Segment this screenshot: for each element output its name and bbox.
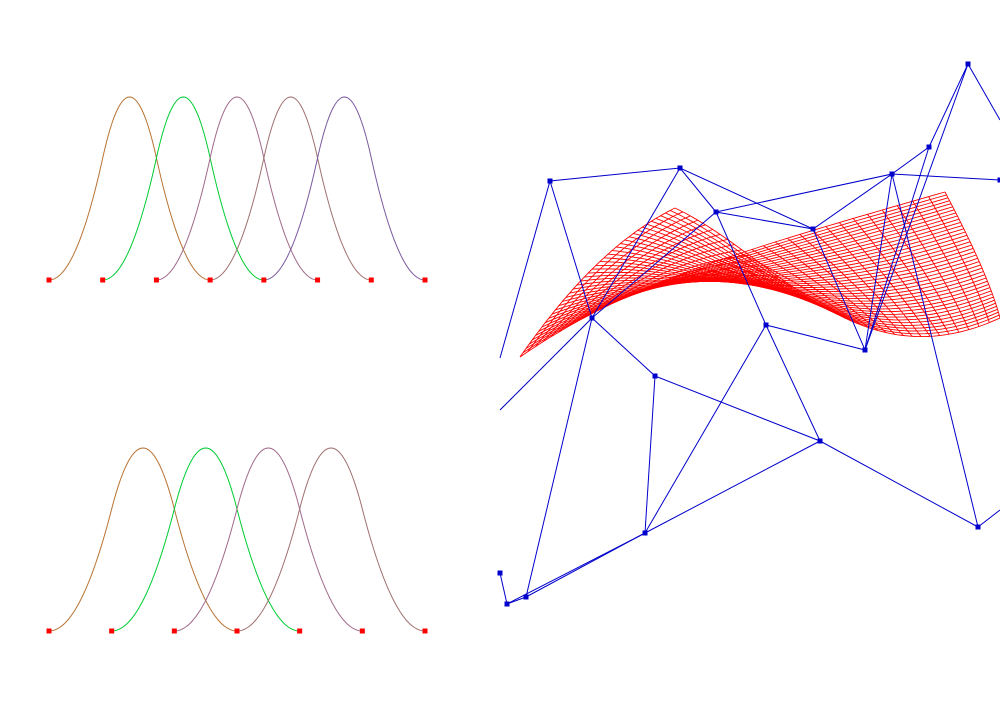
control-point [677, 165, 683, 171]
control-point [926, 144, 932, 150]
knot-marker [207, 277, 213, 283]
basis-curve-1 [48, 96, 211, 281]
control-net-edge [525, 173, 1000, 598]
control-net-edge [654, 375, 1000, 528]
mesh-isoline-v [928, 196, 990, 323]
control-net-edge [864, 146, 930, 351]
basis-curve-1 [48, 447, 238, 632]
knot-marker [368, 277, 374, 283]
control-point [547, 178, 553, 184]
mesh-isoline-v [669, 278, 808, 298]
mesh-isoline-v [632, 275, 779, 295]
control-point [497, 570, 503, 576]
mesh-isoline-v [799, 234, 904, 336]
control-point [642, 530, 648, 536]
spline-surface-view [497, 61, 1000, 607]
mesh-isoline-v [838, 222, 931, 337]
control-point [713, 209, 719, 215]
control-point [997, 177, 1000, 183]
mesh-isoline-v [698, 267, 831, 311]
mesh-isoline-v [763, 245, 879, 331]
mesh-isoline-v [527, 211, 683, 352]
basis-curve-2 [111, 447, 300, 632]
mesh-isoline-v [867, 214, 950, 335]
control-point [862, 347, 868, 353]
mesh-isoline-v [881, 209, 960, 333]
mesh-isoline-v [787, 237, 895, 335]
basis-curve-3 [174, 447, 363, 632]
mesh-isoline-v [729, 256, 854, 323]
mesh-isoline-v [751, 249, 870, 329]
basis-curve-3 [156, 96, 318, 281]
top-basis-functions [46, 96, 428, 283]
control-point [965, 61, 971, 67]
mesh-isoline-v [912, 200, 980, 327]
control-point [589, 315, 595, 321]
control-net-edge [499, 440, 821, 605]
control-point [975, 524, 981, 530]
knot-marker [234, 628, 240, 634]
mesh-isoline-v [550, 224, 706, 338]
knot-marker [422, 628, 428, 634]
control-net [497, 61, 1000, 607]
control-point [817, 438, 823, 444]
knot-marker [100, 277, 106, 283]
control-point [523, 594, 529, 600]
control-point [652, 373, 658, 379]
control-net-edge [499, 62, 1000, 359]
knot-marker [46, 628, 52, 634]
control-net-edge [549, 167, 979, 528]
knot-marker [297, 628, 303, 634]
mesh-isoline-v [718, 260, 846, 319]
control-point [889, 171, 895, 177]
basis-curve-5 [263, 96, 426, 281]
mesh-isoline-v [812, 230, 913, 337]
mesh-isoline-v [566, 233, 721, 328]
mesh-isoline-v [582, 244, 735, 319]
mesh-isoline-v [740, 252, 862, 326]
knot-marker [153, 277, 159, 283]
mesh-isoline-v [598, 254, 750, 311]
mesh-isoline-v [519, 207, 676, 358]
basis-curve-4 [210, 96, 372, 281]
knot-marker [46, 277, 52, 283]
knot-marker [359, 628, 365, 634]
knot-marker [109, 628, 115, 634]
control-point [810, 226, 816, 232]
knot-marker [171, 628, 177, 634]
knot-marker [261, 277, 267, 283]
mesh-isoline-v [944, 191, 1000, 319]
mesh-isoline-v [708, 263, 839, 315]
mesh-isoline-v [774, 241, 887, 333]
basis-curve-4 [236, 447, 426, 632]
mesh-isoline-v [825, 226, 922, 337]
knot-marker [315, 277, 321, 283]
knot-marker [422, 277, 428, 283]
mesh-isoline-v [535, 215, 691, 347]
basis-curve-2 [102, 96, 264, 281]
surface-mesh [519, 191, 1000, 358]
control-point [763, 322, 769, 328]
control-point [504, 601, 510, 607]
bottom-basis-functions [46, 447, 428, 634]
control-net-edge [499, 317, 656, 534]
mesh-isoline-v [542, 219, 699, 342]
